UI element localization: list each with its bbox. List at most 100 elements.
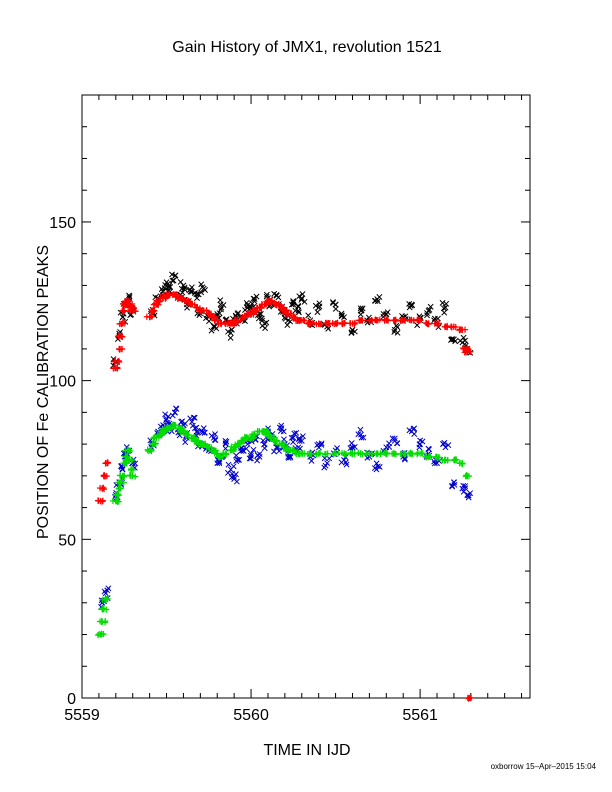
data-point-plus [154, 431, 161, 439]
data-point-plus [373, 317, 380, 324]
data-point-plus [441, 323, 448, 330]
data-point-plus [238, 437, 245, 444]
data-point-x [230, 463, 237, 470]
data-point-x [373, 466, 380, 473]
data-point-x [255, 315, 262, 322]
data-point-x [222, 440, 229, 447]
data-point-x [217, 297, 224, 304]
data-point-x [232, 471, 239, 478]
data-point-plus [117, 479, 124, 486]
data-point-x [465, 492, 472, 499]
data-point-x [295, 302, 302, 309]
data-point-plus [228, 443, 235, 450]
data-point-x [389, 435, 396, 442]
data-point-x [187, 286, 194, 293]
data-point-x [198, 427, 205, 434]
data-point-x [198, 281, 205, 288]
data-point-plus [215, 320, 222, 327]
data-point-plus [338, 449, 346, 457]
data-point-plus [417, 316, 424, 324]
data-point-x [318, 440, 325, 447]
data-point-plus [103, 606, 110, 613]
data-point-plus [351, 319, 359, 326]
data-point-x [218, 304, 225, 311]
data-point-x [301, 298, 308, 305]
data-point-plus [363, 450, 370, 457]
data-point-plus [341, 451, 349, 458]
data-point-plus [103, 472, 110, 480]
data-point-x [406, 427, 413, 434]
data-point-plus [351, 450, 358, 457]
x-tick-label: 5559 [64, 707, 100, 724]
data-point-x [178, 418, 185, 425]
x-axis: 5559 5560 5561 [64, 95, 523, 724]
data-point-x [334, 445, 341, 452]
data-point-x [288, 301, 295, 308]
data-point-plus [465, 473, 473, 480]
data-point-plus [126, 308, 133, 315]
data-point-x [199, 429, 206, 436]
data-point-plus [99, 605, 106, 612]
data-point-x [193, 424, 200, 431]
data-point-x [182, 439, 189, 446]
data-point-x [132, 460, 139, 467]
data-point-x [305, 312, 312, 319]
data-point-plus [248, 311, 255, 318]
data-point-plus [383, 450, 390, 458]
data-point-x [193, 291, 200, 298]
data-point-plus [425, 320, 432, 327]
x-tick-label: 5561 [402, 707, 438, 724]
data-point-x [419, 438, 426, 445]
data-point-x [262, 325, 269, 332]
data-point-x [332, 305, 339, 312]
data-point-x [318, 441, 325, 448]
data-point-x [250, 295, 257, 302]
data-point-plus [466, 694, 474, 701]
data-point-plus [180, 427, 187, 434]
data-point-plus [231, 316, 238, 323]
data-point-x [287, 453, 294, 460]
data-point-x [162, 411, 169, 418]
data-point-plus [153, 297, 160, 304]
data-point-plus [241, 313, 248, 320]
data-point-x [242, 318, 248, 324]
data-point-plus [347, 449, 354, 456]
data-point-x [439, 299, 446, 306]
data-point-x [291, 430, 298, 437]
data-point-x [171, 409, 178, 416]
data-point-x [416, 444, 423, 451]
data-point-plus [188, 435, 195, 442]
data-point-x [426, 306, 433, 313]
data-point-x [360, 434, 367, 441]
data-point-plus [465, 695, 472, 702]
data-point-plus [347, 320, 354, 327]
data-point-plus [267, 434, 274, 441]
data-point-x [296, 293, 303, 300]
data-point-x [206, 318, 212, 325]
data-point-x [198, 289, 205, 296]
data-point-plus [117, 484, 124, 492]
data-point-plus [407, 449, 414, 457]
data-point-x [308, 457, 315, 464]
data-point-plus [271, 438, 278, 445]
data-point-x [330, 300, 337, 306]
data-point-plus [458, 460, 465, 467]
data-point-x [208, 327, 215, 334]
data-point-plus [273, 301, 280, 308]
data-point-plus [120, 307, 127, 314]
data-point-x [401, 456, 408, 463]
data-point-x [431, 317, 438, 324]
data-point-plus [278, 440, 285, 448]
data-point-plus [182, 431, 189, 438]
data-point-x [462, 485, 469, 492]
data-point-plus [94, 632, 102, 639]
data-point-x [293, 429, 300, 436]
x-axis-label: TIME IN IJD [263, 742, 350, 759]
data-point-x [298, 296, 305, 303]
data-point-x [233, 452, 240, 459]
data-point-plus [383, 316, 390, 323]
data-point-plus [129, 456, 136, 463]
data-point-plus [99, 498, 106, 505]
data-point-x [357, 311, 364, 318]
